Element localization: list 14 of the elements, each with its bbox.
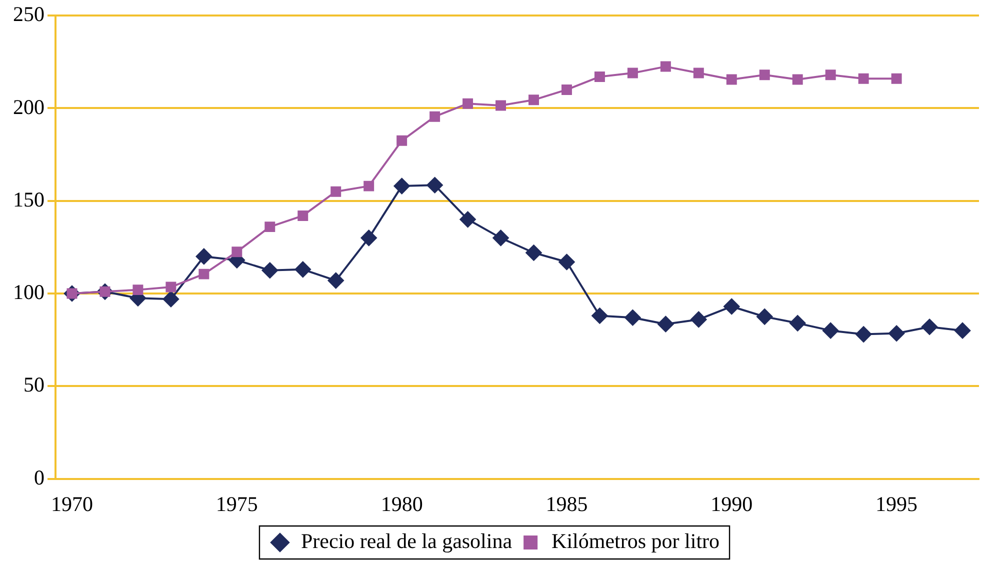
legend-label: Precio real de la gasolina (300, 529, 513, 554)
x-tick-label: 1990 (710, 492, 753, 516)
y-tick-label: 50 (24, 372, 44, 397)
x-tick-label: 1975 (216, 492, 258, 516)
x-tick-label: 1985 (546, 492, 588, 516)
y-tick-label: 250 (13, 2, 44, 26)
y-tick-label: 150 (13, 187, 44, 212)
y-tick-label: 200 (13, 94, 44, 119)
x-tick-label: 1995 (876, 492, 918, 516)
x-tick-label: 1980 (380, 492, 423, 516)
legend-label: Kilómetros por litro (552, 529, 720, 554)
x-tick-label: 1970 (50, 492, 93, 516)
y-tick-label: 100 (13, 280, 44, 304)
y-tick-label: 0 (34, 465, 44, 490)
